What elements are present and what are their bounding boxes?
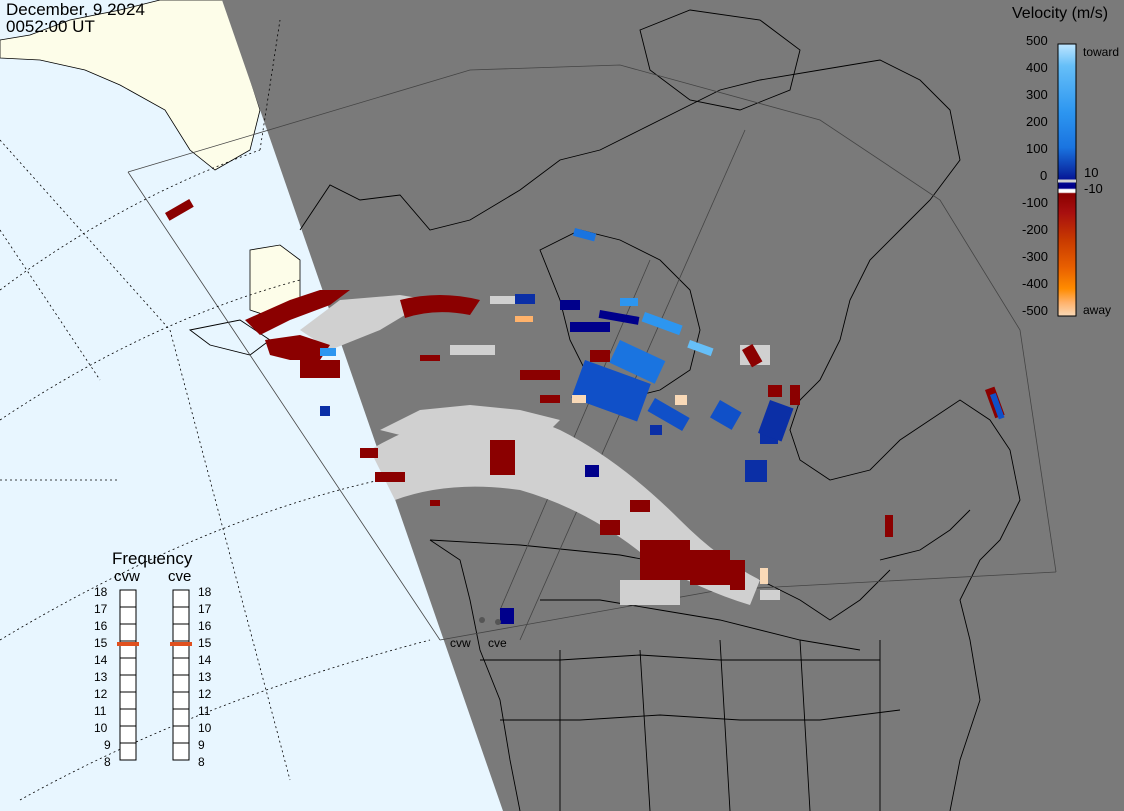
colorbar-tick: 400 bbox=[1026, 60, 1048, 75]
radar-label-cvw: cvw bbox=[450, 636, 471, 650]
colorbar-tick: -200 bbox=[1022, 222, 1049, 237]
frequency-title: Frequency bbox=[112, 549, 193, 568]
radar-site-marker bbox=[495, 619, 501, 625]
freq-scale-left: 9 bbox=[104, 738, 111, 752]
velocity-scatter-light bbox=[515, 316, 768, 584]
nightside-region bbox=[222, 0, 1124, 811]
freq-scale-left: 18 bbox=[94, 585, 108, 599]
freq-scale-right: 12 bbox=[198, 687, 212, 701]
colorbar-tick: 200 bbox=[1026, 114, 1048, 129]
freq-scale-left: 12 bbox=[94, 687, 108, 701]
frequency-radar-cve: cve bbox=[168, 568, 192, 585]
frequency-marker-cvw bbox=[117, 642, 139, 646]
frequency-marker-cve bbox=[170, 642, 192, 646]
date-label: December, 9 2024 bbox=[6, 0, 145, 19]
freq-scale-left: 13 bbox=[94, 670, 108, 684]
freq-scale-left: 15 bbox=[94, 636, 108, 650]
coastlines bbox=[188, 9, 1021, 811]
freq-scale-right: 8 bbox=[198, 755, 205, 769]
radar-sites bbox=[479, 617, 501, 625]
freq-scale-left: 16 bbox=[94, 619, 108, 633]
freq-scale-left: 11 bbox=[94, 704, 107, 718]
freq-scale-right: 11 bbox=[198, 704, 211, 718]
freq-scale-right: 14 bbox=[198, 653, 212, 667]
freq-scale-right: 17 bbox=[198, 602, 212, 616]
colorbar-tick: 300 bbox=[1026, 87, 1048, 102]
freq-scale-left: 10 bbox=[94, 721, 108, 735]
radar-label-cve: cve bbox=[488, 636, 507, 650]
freq-scale-left: 14 bbox=[94, 653, 108, 667]
freq-scale-right: 10 bbox=[198, 721, 212, 735]
freq-scale-right: 9 bbox=[198, 738, 205, 752]
radar-site-marker bbox=[479, 617, 485, 623]
velocity-scatter-toward bbox=[320, 228, 1005, 624]
colorbar-toward-label: toward bbox=[1083, 45, 1120, 59]
colorbar-away-label: away bbox=[1083, 303, 1112, 317]
frequency-radar-cvw: cvw bbox=[114, 568, 140, 585]
colorbar-tick: -400 bbox=[1022, 276, 1049, 291]
freq-scale-right: 15 bbox=[198, 636, 212, 650]
freq-scale-right: 16 bbox=[198, 619, 212, 633]
colorbar-tick: -100 bbox=[1022, 195, 1049, 210]
freq-scale-right: 18 bbox=[198, 585, 212, 599]
graticule bbox=[0, 19, 431, 801]
colorbar-tick: -10 bbox=[1084, 181, 1103, 196]
time-label: 0052:00 UT bbox=[6, 17, 95, 36]
dayside-land bbox=[0, 0, 261, 171]
colorbar-tick: 10 bbox=[1084, 165, 1099, 180]
velocity-scatter-away bbox=[165, 199, 1005, 590]
colorbar-tick: -500 bbox=[1022, 303, 1049, 318]
freq-scale-right: 13 bbox=[198, 670, 212, 684]
colorbar-tick: 100 bbox=[1026, 141, 1048, 156]
freq-scale-left: 8 bbox=[104, 755, 111, 769]
frequency-gauges bbox=[117, 589, 192, 761]
freq-scale-left: 17 bbox=[94, 602, 108, 616]
colorbar-tick: 500 bbox=[1026, 33, 1048, 48]
colorbar-title: Velocity (m/s) bbox=[1012, 5, 1109, 22]
colorbar-tick: 0 bbox=[1040, 168, 1048, 183]
colorbar-tick: -300 bbox=[1022, 249, 1049, 264]
